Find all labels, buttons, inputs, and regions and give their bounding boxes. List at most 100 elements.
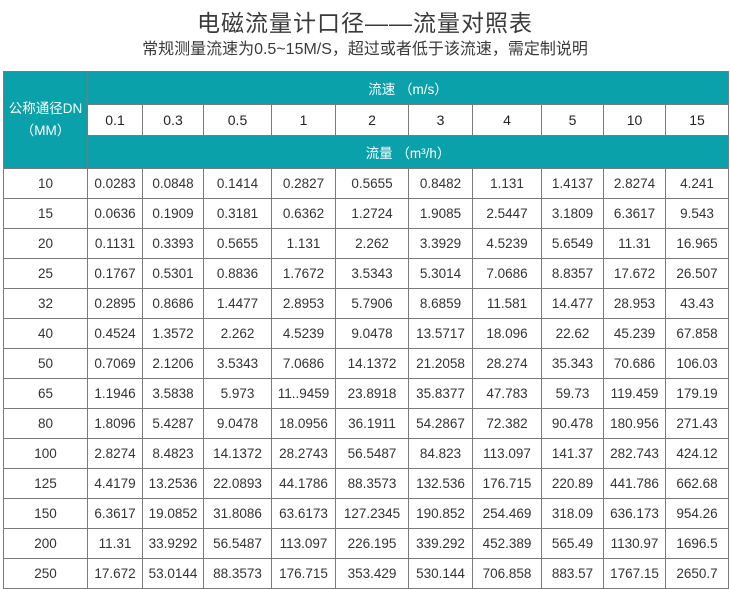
flow-cell: 11.31 (603, 228, 666, 259)
flow-cell: 11..9459 (271, 378, 336, 409)
flow-cell: 8.8357 (541, 258, 604, 289)
dn-header-line1: 公称通径DN (8, 101, 83, 116)
flow-cell: 8.4823 (142, 438, 204, 469)
flow-cell: 6.3617 (603, 198, 666, 229)
flow-cell: 271.43 (664, 408, 730, 439)
flow-cell: 254.469 (472, 498, 542, 529)
flow-cell: 190.852 (408, 498, 473, 529)
dn-header: 公称通径DN （MM） (3, 71, 88, 169)
table-row: 80 1.8096 5.4287 9.0478 18.0956 36.1911 54.286… (3, 408, 730, 439)
flow-cell: 9.0478 (203, 408, 272, 439)
flow-cell: 1.131 (271, 228, 336, 259)
flow-cell: 0.1767 (87, 258, 143, 289)
flow-cell: 1.7672 (271, 258, 336, 289)
flow-cell: 18.0956 (271, 408, 336, 439)
dn-cell: 65 (3, 378, 88, 409)
flow-reference-table: 公称通径DN （MM） 流速 （m/s） 0.1 0.3 0.5 1 2 3 4 5 10 15 … (3, 71, 730, 589)
flow-cell: 2.262 (335, 228, 409, 259)
flow-cell: 0.2827 (271, 168, 336, 199)
flow-cell: 176.715 (472, 468, 542, 499)
table-row: 65 1.1946 3.5838 5.973 11..9459 23.8918 35.837… (3, 378, 730, 409)
flow-cell: 2.8274 (603, 168, 666, 199)
table-row: 10 0.0283 0.0848 0.1414 0.2827 0.5655 0.8482 1.… (3, 168, 730, 199)
velocity-cell: 5 (541, 104, 604, 136)
flow-cell: 59.73 (541, 378, 604, 409)
flow-cell: 662.68 (664, 468, 730, 499)
flow-cell: 106.03 (664, 348, 730, 379)
flow-cell: 90.478 (541, 408, 604, 439)
flow-cell: 0.7069 (87, 348, 143, 379)
flow-cell: 56.5487 (335, 438, 409, 469)
flow-cell: 4.4179 (87, 468, 143, 499)
dn-cell: 125 (3, 468, 88, 499)
dn-cell: 32 (3, 288, 88, 319)
flow-cell: 84.823 (408, 438, 473, 469)
flow-cell: 22.0893 (203, 468, 272, 499)
table-row: 100 2.8274 8.4823 14.1372 28.2743 56.5487 84.8… (3, 438, 730, 469)
flow-cell: 5.3014 (408, 258, 473, 289)
flow-cell: 28.953 (603, 288, 666, 319)
flow-cell: 72.382 (472, 408, 542, 439)
flow-cell: 88.3573 (335, 468, 409, 499)
table-row: 20 0.1131 0.3393 0.5655 1.131 2.262 3.3929 4.52… (3, 228, 730, 259)
flow-cell: 63.6173 (271, 498, 336, 529)
flow-cell: 127.2345 (335, 498, 409, 529)
flow-cell: 11.581 (472, 288, 542, 319)
flow-cell: 318.09 (541, 498, 604, 529)
flow-cell: 33.9292 (142, 528, 204, 559)
velocity-cell: 10 (603, 104, 666, 136)
flow-cell: 441.786 (603, 468, 666, 499)
flow-cell: 1130.97 (603, 528, 666, 559)
table-row: 15 0.0636 0.1909 0.3181 0.6362 1.2724 1.9085 2.… (3, 198, 730, 229)
flow-cell: 1.1946 (87, 378, 143, 409)
flow-cell: 3.1809 (541, 198, 604, 229)
flow-cell: 0.4524 (87, 318, 143, 349)
flow-cell: 2.1206 (142, 348, 204, 379)
flow-cell: 44.1786 (271, 468, 336, 499)
flow-cell: 1.131 (472, 168, 542, 199)
flow-cell: 282.743 (603, 438, 666, 469)
table-row: 25 0.1767 0.5301 0.8836 1.7672 3.5343 5.3014 7.… (3, 258, 730, 289)
flow-cell: 0.1909 (142, 198, 204, 229)
velocity-cell: 4 (472, 104, 542, 136)
flow-cell: 1.4477 (203, 288, 272, 319)
flow-cell: 0.5655 (203, 228, 272, 259)
flow-cell: 180.956 (603, 408, 666, 439)
flow-cell: 0.5301 (142, 258, 204, 289)
flow-cell: 9.543 (664, 198, 730, 229)
flow-cell: 0.5655 (335, 168, 409, 199)
flow-cell: 113.097 (271, 528, 336, 559)
flow-cell: 4.5239 (271, 318, 336, 349)
flow-cell: 0.8482 (408, 168, 473, 199)
flow-cell: 35.8377 (408, 378, 473, 409)
velocity-cell: 0.5 (203, 104, 272, 136)
dn-cell: 10 (3, 168, 88, 199)
dn-cell: 200 (3, 528, 88, 559)
flow-cell: 2.8274 (87, 438, 143, 469)
flow-cell: 14.477 (541, 288, 604, 319)
flow-cell: 47.783 (472, 378, 542, 409)
flow-cell: 424.12 (664, 438, 730, 469)
flow-cell: 113.097 (472, 438, 542, 469)
flow-cell: 0.8686 (142, 288, 204, 319)
flow-cell: 706.858 (472, 558, 542, 589)
velocity-cell: 1 (271, 104, 336, 136)
dn-cell: 20 (3, 228, 88, 259)
flow-cell: 4.5239 (472, 228, 542, 259)
flow-cell: 530.144 (408, 558, 473, 589)
velocity-cell: 0.1 (87, 104, 143, 136)
flow-cell: 5.4287 (142, 408, 204, 439)
dn-cell: 40 (3, 318, 88, 349)
flow-cell: 7.0686 (472, 258, 542, 289)
flow-cell: 0.8836 (203, 258, 272, 289)
dn-cell: 100 (3, 438, 88, 469)
dn-cell: 25 (3, 258, 88, 289)
flow-cell: 0.0636 (87, 198, 143, 229)
flow-cell: 0.6362 (271, 198, 336, 229)
flow-cell: 2.8953 (271, 288, 336, 319)
flow-cell: 353.429 (335, 558, 409, 589)
flow-cell: 6.3617 (87, 498, 143, 529)
flow-cell: 220.89 (541, 468, 604, 499)
flow-cell: 3.5343 (203, 348, 272, 379)
flow-cell: 141.37 (541, 438, 604, 469)
